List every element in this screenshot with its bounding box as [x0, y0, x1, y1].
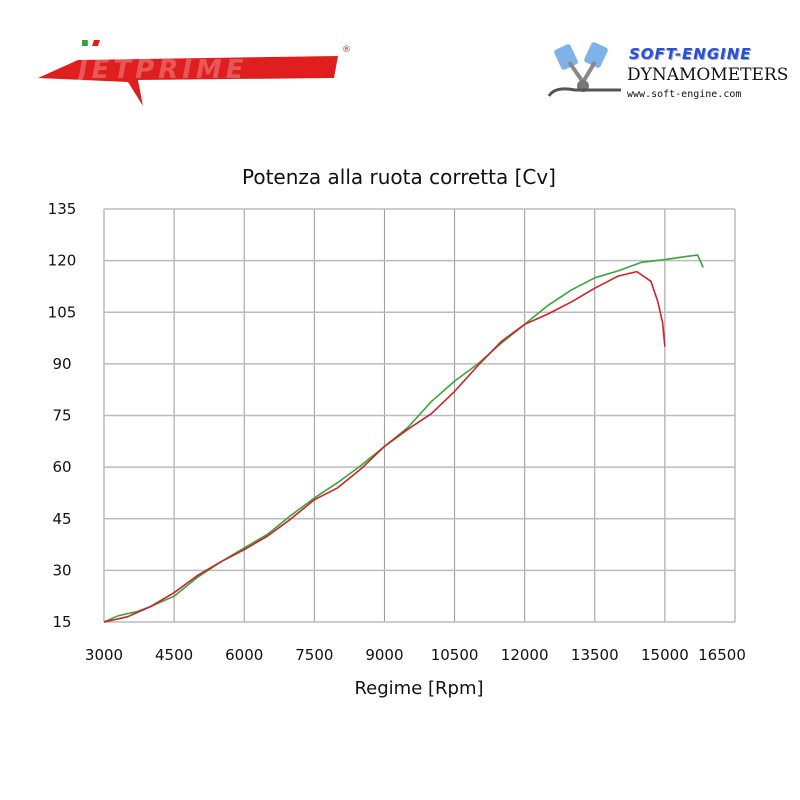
x-tick-label: 15000 [641, 646, 689, 664]
y-tick-label: 75 [52, 407, 71, 425]
y-tick-label: 60 [52, 458, 71, 476]
x-tick-label: 12000 [501, 646, 549, 664]
x-tick-label: 13500 [571, 646, 619, 664]
website-url: www.soft-engine.com [627, 89, 742, 100]
soft-engine-title: SOFT-ENGINE [629, 45, 752, 63]
y-tick-label: 135 [48, 200, 77, 218]
x-tick-label: 10500 [431, 646, 479, 664]
y-tick-label: 45 [52, 510, 71, 528]
y-tick-label: 105 [48, 303, 77, 321]
y-tick-label: 90 [52, 355, 71, 373]
jetprime-logo: JETPRIME ® [38, 39, 351, 106]
x-axis-label: Regime [Rpm] [354, 678, 483, 699]
x-tick-label: 3000 [85, 646, 123, 664]
y-tick-label: 120 [48, 252, 77, 270]
soft-engine-logo: SOFT-ENGINE DYNAMOMETERS www.soft-engine… [545, 40, 788, 106]
svg-text:JETPRIME: JETPRIME [73, 55, 248, 85]
y-tick-label: 30 [52, 561, 71, 579]
x-tick-label: 7500 [295, 646, 333, 664]
x-tick-label: 16500 [698, 646, 746, 664]
x-tick-label: 9000 [365, 646, 403, 664]
svg-text:®: ® [342, 45, 351, 55]
chart-title: Potenza alla ruota corretta [Cv] [242, 165, 556, 189]
x-tick-label: 4500 [155, 646, 193, 664]
x-tick-label: 6000 [225, 646, 263, 664]
series-line-1 [103, 270, 666, 623]
y-tick-label: 15 [52, 613, 71, 631]
piston-icon [547, 42, 621, 97]
dynamometers-label: DYNAMOMETERS [627, 65, 789, 85]
series-line-0 [103, 254, 704, 623]
